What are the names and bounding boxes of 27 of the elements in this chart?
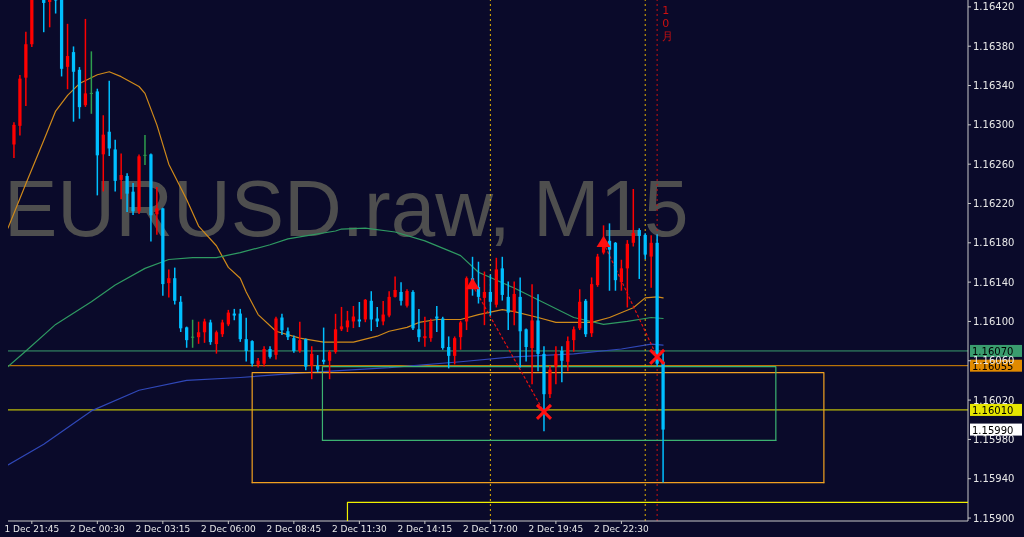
ref-line-label: 10月: [662, 4, 674, 43]
ref-line-label: 1.16070: [972, 345, 1014, 357]
y-tick-label: 1.16380: [973, 40, 1015, 52]
y-tick-label: 1.16260: [973, 158, 1015, 170]
y-tick-label: 1.15900: [973, 512, 1015, 524]
y-tick-label: 1.16340: [973, 80, 1015, 92]
y-tick-label: 1.16100: [973, 316, 1015, 327]
x-tick-label: 2 Dec 08:45: [266, 524, 322, 535]
x-tick-label: 2 Dec 17:00: [462, 524, 519, 535]
y-tick-label: 1.16420: [973, 1, 1015, 13]
x-tick-label: 2 Dec 06:00: [200, 524, 257, 535]
y-tick-label: 1.16220: [973, 198, 1015, 210]
x-tick-label: 2 Dec 19:45: [528, 524, 584, 535]
x-tick-label: 2 Dec 00:30: [69, 524, 125, 535]
x-tick-label: 2 Dec 22:30: [593, 524, 650, 535]
x-tick-label: 1 Dec 21:45: [4, 524, 60, 535]
text: 1.15990: [972, 424, 1014, 436]
y-tick-label: 1.16020: [973, 394, 1015, 406]
ref-line-label: 1.16010: [972, 404, 1014, 416]
y-tick-label: 1.15940: [973, 473, 1015, 485]
x-tick-label: 2 Dec 14:15: [397, 524, 453, 535]
y-tick-label: 1.16180: [973, 237, 1015, 249]
y-tick-label: 1.16300: [973, 119, 1015, 131]
x-tick-label: 2 Dec 11:30: [331, 524, 388, 535]
y-tick-label: 1.16140: [973, 276, 1015, 288]
x-tick-label: 2 Dec 03:15: [135, 524, 191, 535]
y-tick-label: 1.15980: [973, 433, 1015, 445]
